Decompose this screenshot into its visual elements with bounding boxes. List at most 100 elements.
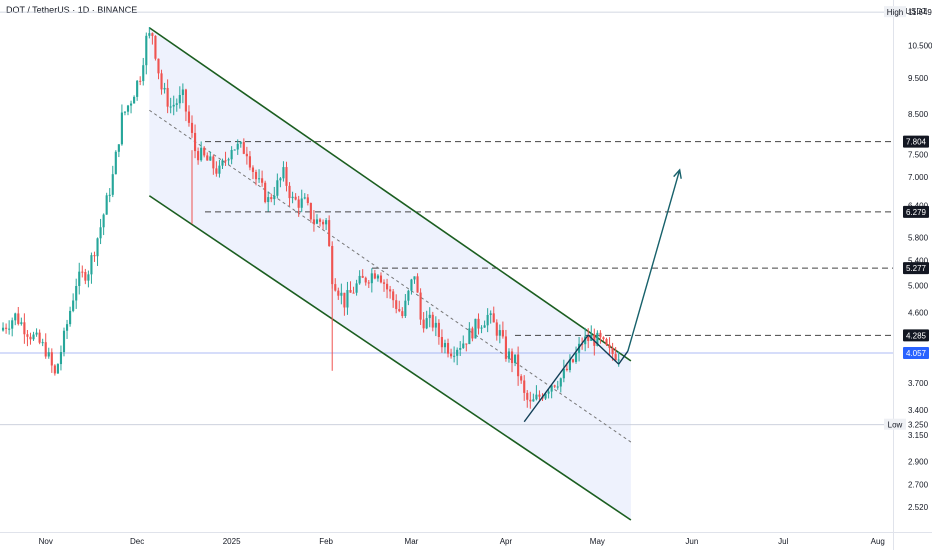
- candle-body: [614, 354, 617, 361]
- candle-body: [325, 220, 328, 225]
- candle-body: [367, 282, 370, 284]
- candle-body: [364, 277, 367, 283]
- candle-body: [218, 165, 221, 174]
- candle-body: [495, 322, 498, 336]
- x-tick-label: May: [590, 537, 605, 546]
- candle-body: [443, 342, 447, 348]
- price-tag: [903, 135, 929, 148]
- candle-body: [431, 314, 434, 328]
- y-tick-label: 4.600: [908, 308, 929, 317]
- candle-body: [346, 290, 349, 308]
- candle-body: [544, 393, 547, 399]
- candle-body: [236, 143, 239, 150]
- channel-lower-line: [148, 195, 632, 521]
- level-name-label: High: [887, 8, 903, 17]
- candle-body: [349, 290, 352, 293]
- x-tick-label: Jun: [685, 537, 698, 546]
- candle-body: [315, 219, 319, 224]
- candle-body: [474, 318, 477, 339]
- candle-body: [422, 319, 425, 329]
- candle-body: [190, 122, 194, 133]
- candle-body: [245, 153, 248, 157]
- candle-body: [437, 322, 440, 337]
- candle-body: [197, 151, 200, 161]
- candle-body: [507, 351, 511, 359]
- candle-body: [492, 313, 495, 323]
- candle-body: [517, 354, 520, 377]
- x-tick-label: Dec: [130, 537, 144, 546]
- candle-body: [562, 368, 565, 379]
- candle-body: [62, 330, 66, 353]
- candle-body: [1, 327, 5, 331]
- candle-body: [248, 156, 251, 168]
- candle-body: [133, 96, 136, 104]
- channel-fill: [149, 27, 631, 521]
- candle-body: [337, 290, 340, 296]
- candle-body: [608, 344, 611, 349]
- price-tag-label: 4.057: [906, 349, 927, 358]
- candle-body: [355, 283, 358, 293]
- candle-body: [584, 336, 587, 345]
- y-tick-label: 11.649: [908, 8, 932, 17]
- y-tick-label: 3.250: [908, 421, 929, 430]
- projection-arrow-line: [627, 169, 681, 352]
- candle-body: [553, 385, 556, 387]
- candle-body: [251, 167, 255, 172]
- candle-body: [273, 195, 276, 200]
- candle-body: [126, 105, 130, 112]
- channel-upper-line: [148, 27, 632, 362]
- candle-body: [193, 132, 197, 152]
- candle-body: [571, 359, 575, 362]
- y-tick-label: 3.700: [908, 379, 929, 388]
- candle-body: [538, 394, 541, 397]
- candle-body: [373, 273, 376, 279]
- candle-body: [489, 313, 492, 315]
- candle-body: [465, 343, 468, 345]
- candle-body: [453, 355, 456, 357]
- candle-body: [535, 394, 538, 400]
- candle-body: [276, 180, 279, 196]
- candle-body: [178, 95, 181, 104]
- candle-body: [398, 309, 401, 312]
- projection-arrow-head: [673, 168, 682, 179]
- pattern-trendline: [618, 350, 629, 365]
- candle-body: [370, 273, 373, 284]
- y-tick-label: 5.800: [908, 234, 929, 243]
- x-tick-label: Aug: [871, 537, 885, 546]
- candle-body: [160, 73, 163, 90]
- candle-body: [139, 80, 142, 82]
- chart-header: DOT / TetherUS · 1D · BINANCE: [6, 5, 138, 15]
- candle-body: [17, 313, 20, 324]
- candle-body: [264, 182, 267, 203]
- candle-body: [410, 279, 413, 291]
- candle-body: [306, 197, 309, 203]
- candle-body: [288, 185, 291, 199]
- candle-body: [239, 142, 242, 144]
- candle-body: [5, 327, 8, 329]
- candle-body: [136, 80, 139, 97]
- candle-body: [23, 322, 26, 335]
- candle-body: [65, 324, 69, 331]
- candle-body: [114, 151, 117, 175]
- candle-body: [224, 160, 227, 162]
- candle-body: [157, 58, 160, 74]
- candle-body: [117, 144, 120, 152]
- candle-body: [172, 104, 175, 107]
- candle-body: [111, 174, 114, 195]
- candle-body: [428, 314, 431, 319]
- candle-body: [41, 342, 44, 344]
- price-tag-label: 6.279: [906, 208, 927, 217]
- candle-body: [605, 339, 608, 345]
- candle-body: [32, 334, 35, 340]
- candle-body: [456, 349, 459, 356]
- candle-body: [547, 391, 550, 394]
- candle-body: [617, 359, 620, 361]
- candle-body: [303, 197, 306, 199]
- candle-body: [267, 197, 270, 203]
- candle-body: [279, 178, 282, 181]
- candle-body: [440, 336, 443, 348]
- candle-body: [142, 65, 145, 82]
- y-tick-label: 2.520: [908, 503, 929, 512]
- candles: [1, 27, 620, 409]
